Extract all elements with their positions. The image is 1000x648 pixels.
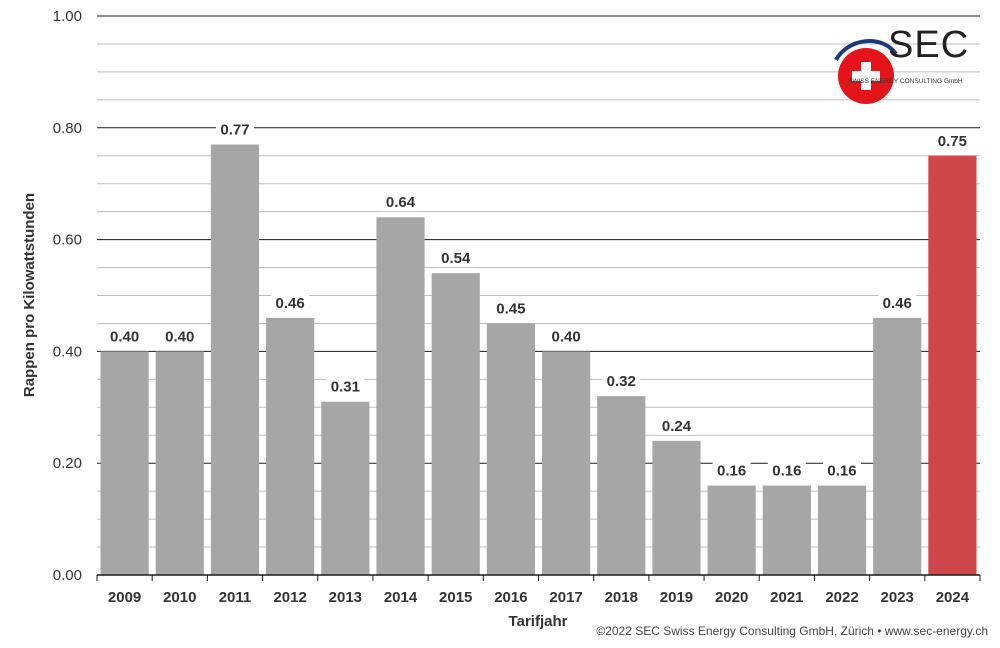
logo-swoosh-icon [834,39,898,62]
data-label-2019: 0.24 [662,418,692,435]
bar-2022 [817,485,867,575]
data-label-bg [878,291,917,312]
x-tick-2018: 2018 [605,589,638,606]
copyright-footer: ©2022 SEC Swiss Energy Consulting GmbH, … [596,624,988,638]
data-label-bg [712,459,751,480]
x-tick-2009: 2009 [108,589,141,606]
bar-2019 [652,440,701,575]
y-tick-label: 1.00 [53,8,82,25]
data-label-bg [547,325,586,346]
x-tick-2023: 2023 [881,589,914,606]
bar-2013 [321,401,370,575]
data-label-bg [105,325,144,346]
logo-text: SEC [888,24,970,66]
data-label-2017: 0.40 [551,328,580,345]
y-tick-label: 0.40 [53,343,82,360]
data-label-2014: 0.64 [386,194,416,211]
x-tick-2016: 2016 [494,589,527,606]
data-label-2024: 0.75 [938,133,967,150]
logo-subtitle: SWISS ENERGY CONSULTING GmbH [848,78,963,85]
data-label-bg [657,414,696,435]
y-tick-label: 0.20 [53,455,82,472]
data-label-bg [436,247,475,268]
bar-2011 [210,144,260,575]
bar-2009 [100,351,149,575]
bars [100,144,977,576]
x-tick-2017: 2017 [549,589,582,606]
data-label-bg [271,291,310,312]
x-tick-2010: 2010 [163,589,196,606]
x-tick-2012: 2012 [273,589,306,606]
x-tick-2024: 2024 [936,589,970,606]
bar-2010 [155,351,204,575]
data-label-bg [602,370,641,391]
data-label-bg [160,325,199,346]
data-label-bg [326,375,365,396]
x-tick-2015: 2015 [439,589,472,606]
bar-2014 [376,217,425,576]
x-axis-title: Tarifjahr [509,613,568,630]
data-label-bg [215,118,254,139]
x-tick-2022: 2022 [825,589,858,606]
x-tick-2014: 2014 [384,589,418,606]
data-label-bg [381,191,420,212]
data-label-bg [823,459,862,480]
axes [96,574,981,581]
data-labels: 0.40 0.40 0.77 0.46 0.31 0.64 0.54 0.45 0.40 0.32… [105,118,972,480]
y-tick-labels: 0.00 0.20 0.40 0.60 0.80 1.00 [53,8,82,584]
x-tick-2020: 2020 [715,589,748,606]
y-tick-label: 0.00 [53,567,82,584]
x-tick-2013: 2013 [329,589,362,606]
logo-cross-v-icon [861,62,871,90]
bar-2024 [928,155,977,575]
sec-logo [834,39,898,104]
data-label-2022: 0.16 [827,463,856,480]
bar-2023 [873,317,922,575]
data-label-2010: 0.40 [165,328,194,345]
x-tick-2019: 2019 [660,589,693,606]
y-tick-label: 0.60 [53,232,82,249]
data-label-bg [767,459,806,480]
data-label-2013: 0.31 [331,379,360,396]
data-label-2020: 0.16 [717,463,746,480]
bar-2016 [486,323,535,575]
bar-2012 [266,317,315,575]
bar-2021 [762,485,811,575]
bar-2018 [597,396,646,575]
data-label-2015: 0.54 [441,250,471,267]
data-label-2012: 0.46 [276,295,305,312]
x-tick-labels: 2009 2010 2011 2012 2013 2014 2015 2016 2017 2018… [108,589,970,606]
data-label-bg [933,129,972,150]
y-tick-label: 0.80 [53,120,82,137]
data-label-2018: 0.32 [607,373,636,390]
bar-2015 [431,273,480,575]
bar-2017 [542,351,591,575]
data-label-2023: 0.46 [883,295,912,312]
bar-2020 [707,485,756,575]
x-tick-2021: 2021 [770,589,803,606]
data-label-bg [491,297,530,318]
data-label-2016: 0.45 [496,300,525,317]
x-tick-2011: 2011 [219,589,252,606]
data-label-2009: 0.40 [110,328,139,345]
y-axis-title: Rappen pro Kilowattstunden [21,193,38,397]
data-label-2011: 0.77 [220,122,249,139]
data-label-2021: 0.16 [772,463,801,480]
